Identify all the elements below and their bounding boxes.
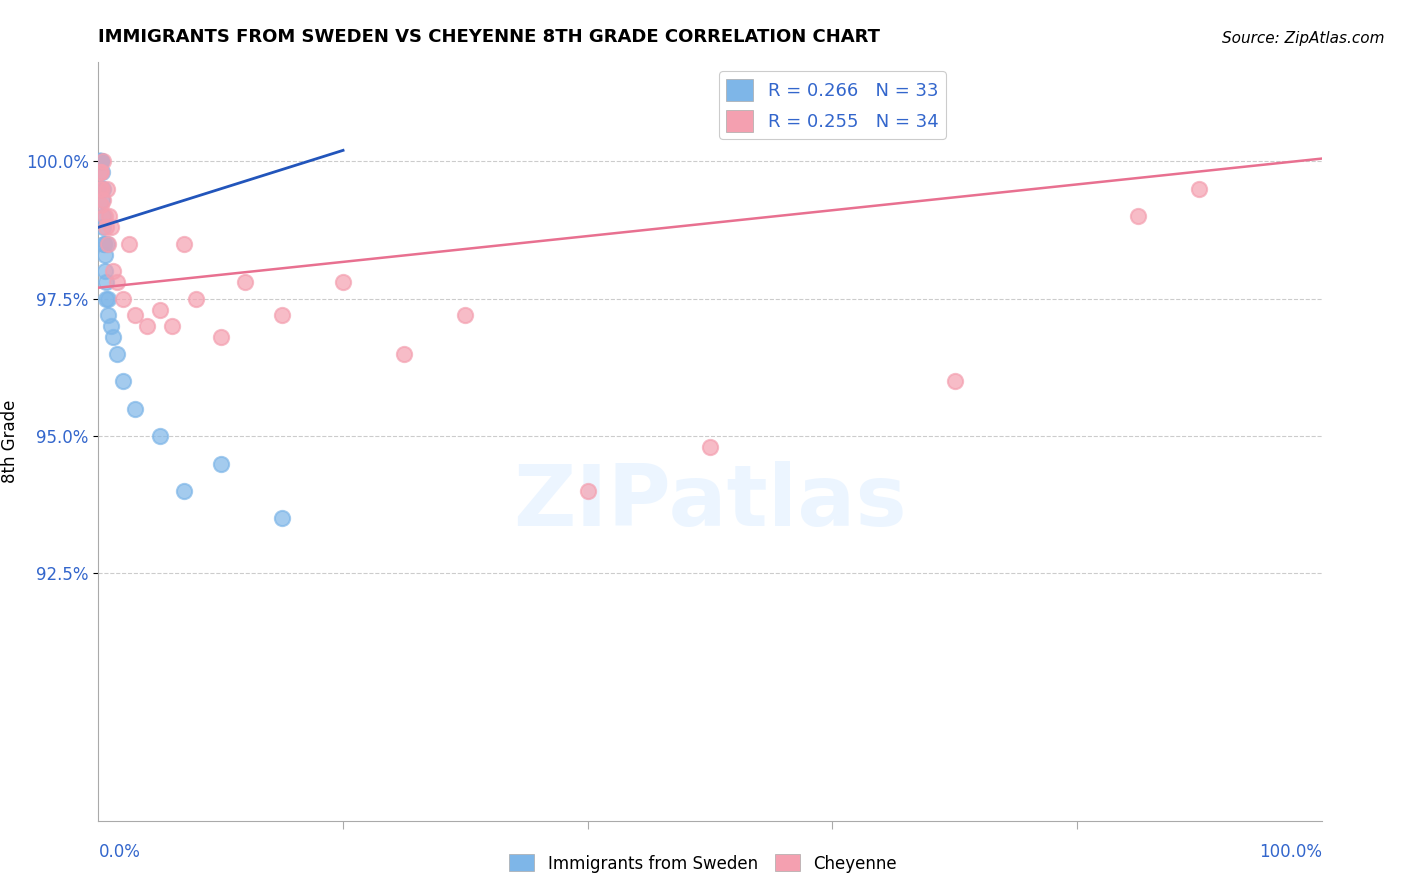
Point — [89, 182, 111, 196]
Point — [101, 330, 124, 344]
Point — [96, 292, 118, 306]
Point — [91, 193, 114, 207]
Legend: R = 0.266   N = 33, R = 0.255   N = 34: R = 0.266 N = 33, R = 0.255 N = 34 — [718, 71, 946, 139]
Point — [111, 374, 134, 388]
Point — [94, 220, 117, 235]
Point — [91, 182, 114, 196]
Point — [96, 182, 118, 196]
Point — [96, 236, 118, 251]
Point — [93, 236, 115, 251]
Point — [89, 154, 111, 169]
Point — [173, 236, 195, 251]
Point — [1188, 182, 1211, 196]
Text: IMMIGRANTS FROM SWEDEN VS CHEYENNE 8TH GRADE CORRELATION CHART: IMMIGRANTS FROM SWEDEN VS CHEYENNE 8TH G… — [98, 28, 880, 45]
Text: 0.0%: 0.0% — [98, 844, 141, 862]
Point — [90, 182, 112, 196]
Point — [270, 511, 294, 525]
Point — [91, 182, 114, 196]
Y-axis label: 8th Grade: 8th Grade — [1, 400, 18, 483]
Point — [111, 292, 134, 306]
Point — [100, 220, 122, 235]
Point — [90, 165, 112, 179]
Point — [90, 154, 112, 169]
Point — [91, 193, 114, 207]
Point — [100, 319, 122, 334]
Point — [97, 236, 120, 251]
Point — [454, 308, 477, 322]
Text: ZIPatlas: ZIPatlas — [513, 460, 907, 544]
Point — [699, 440, 721, 454]
Point — [87, 154, 110, 169]
Point — [173, 483, 195, 498]
Point — [186, 292, 208, 306]
Point — [89, 165, 111, 179]
Point — [233, 275, 256, 289]
Point — [90, 154, 112, 169]
Point — [91, 154, 114, 169]
Point — [124, 401, 146, 416]
Point — [91, 182, 114, 196]
Point — [90, 165, 112, 179]
Point — [943, 374, 966, 388]
Point — [91, 209, 114, 223]
Point — [93, 209, 115, 223]
Point — [94, 275, 117, 289]
Point — [105, 346, 128, 360]
Point — [576, 483, 599, 498]
Point — [270, 308, 294, 322]
Point — [89, 154, 111, 169]
Point — [136, 319, 159, 334]
Point — [149, 302, 172, 317]
Point — [97, 308, 120, 322]
Point — [94, 248, 117, 262]
Point — [332, 275, 354, 289]
Point — [93, 236, 115, 251]
Point — [97, 292, 120, 306]
Point — [90, 198, 112, 212]
Text: Source: ZipAtlas.com: Source: ZipAtlas.com — [1222, 31, 1385, 46]
Point — [124, 308, 146, 322]
Point — [93, 264, 115, 278]
Point — [118, 236, 141, 251]
Point — [105, 275, 128, 289]
Point — [209, 330, 232, 344]
Point — [91, 220, 114, 235]
Point — [209, 457, 232, 471]
Point — [149, 429, 172, 443]
Point — [98, 209, 121, 223]
Legend: Immigrants from Sweden, Cheyenne: Immigrants from Sweden, Cheyenne — [503, 847, 903, 880]
Point — [160, 319, 183, 334]
Point — [1128, 209, 1150, 223]
Point — [89, 154, 111, 169]
Point — [101, 264, 124, 278]
Point — [392, 346, 416, 360]
Point — [89, 154, 111, 169]
Point — [90, 154, 112, 169]
Text: 100.0%: 100.0% — [1258, 844, 1322, 862]
